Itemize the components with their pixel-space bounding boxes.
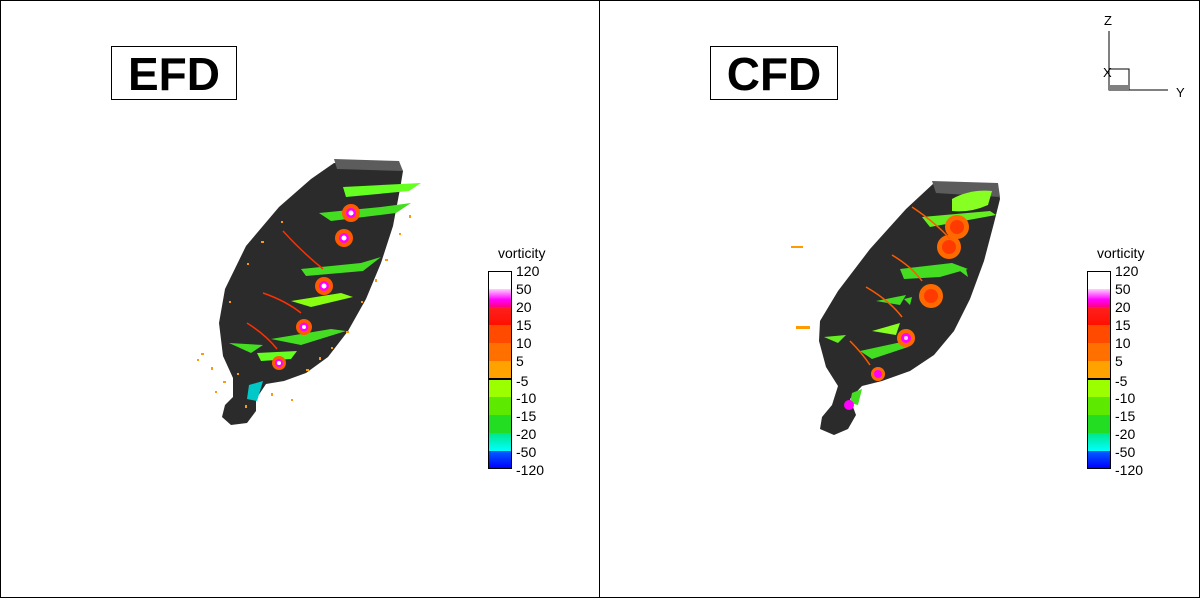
tick-label: -5 xyxy=(516,373,529,389)
swatch-negative-5 xyxy=(488,451,512,469)
efd-vortex-cores xyxy=(272,204,360,370)
efd-speckles xyxy=(197,215,411,408)
cfd-detached-marks xyxy=(791,246,810,329)
swatch-positive-2 xyxy=(488,289,512,307)
swatch-positive-2 xyxy=(1087,289,1111,307)
tick-label: -20 xyxy=(516,426,537,442)
tick-label: -5 xyxy=(1115,373,1128,389)
tick-label: 20 xyxy=(516,299,532,315)
swatch-negative-1 xyxy=(1087,379,1111,397)
swatch-positive-6 xyxy=(488,361,512,379)
swatch-positive-5 xyxy=(488,343,512,361)
swatch-positive-6 xyxy=(1087,361,1111,379)
tick-label: -120 xyxy=(1115,462,1144,478)
efd-scene xyxy=(197,159,421,425)
tick-label: -50 xyxy=(516,444,537,460)
swatch-positive-3 xyxy=(488,307,512,325)
legend-title: vorticity xyxy=(1097,245,1145,261)
tick-label: -120 xyxy=(516,462,545,478)
tick-label: 10 xyxy=(516,335,532,351)
swatch-negative-1 xyxy=(488,379,512,397)
swatch-positive-1 xyxy=(488,271,512,289)
axis-y-label: Y xyxy=(1176,85,1185,100)
tick-label: 5 xyxy=(516,353,524,369)
swatch-positive-4 xyxy=(488,325,512,343)
tick-label: -10 xyxy=(1115,390,1136,406)
efd-deck xyxy=(334,159,403,171)
tick-label: -10 xyxy=(516,390,537,406)
axis-x-label: X xyxy=(1103,65,1112,80)
swatch-positive-4 xyxy=(1087,325,1111,343)
swatch-negative-3 xyxy=(488,415,512,433)
tick-label: -20 xyxy=(1115,426,1136,442)
swatch-negative-4 xyxy=(488,433,512,451)
tick-label: 5 xyxy=(1115,353,1123,369)
swatch-negative-4 xyxy=(1087,433,1111,451)
tick-label: -15 xyxy=(1115,408,1136,424)
cfd-scene: Z Y X xyxy=(791,13,1185,435)
tick-label: 50 xyxy=(1115,281,1131,297)
efd-negative-vorticity xyxy=(229,183,421,401)
cfd-positive-streaks xyxy=(849,206,951,366)
swatch-positive-5 xyxy=(1087,343,1111,361)
axes-triad: Z Y X xyxy=(1103,13,1185,100)
efd-vorticity-legend: vorticity 120 50 20 15 10 5 -5 -10 -15 -… xyxy=(486,245,566,485)
efd-positive-streaks xyxy=(246,230,324,350)
tick-label: 120 xyxy=(1115,263,1139,279)
swatch-negative-3 xyxy=(1087,415,1111,433)
tick-label: 10 xyxy=(1115,335,1131,351)
swatch-positive-1 xyxy=(1087,271,1111,289)
tick-label: 50 xyxy=(516,281,532,297)
cfd-vorticity-legend: vorticity 120 50 20 15 10 5 -5 -10 -15 -… xyxy=(1085,245,1165,485)
swatch-negative-2 xyxy=(488,397,512,415)
cfd-panel: Z Y X CFD vorticity 120 50 20 15 10 5 xyxy=(599,0,1200,598)
cfd-title: CFD xyxy=(710,46,838,100)
swatch-positive-3 xyxy=(1087,307,1111,325)
legend-title: vorticity xyxy=(498,245,546,261)
tick-label: 20 xyxy=(1115,299,1131,315)
efd-title: EFD xyxy=(111,46,237,100)
cfd-vortex-cores xyxy=(844,215,969,410)
tick-label: -15 xyxy=(516,408,537,424)
tick-label: -50 xyxy=(1115,444,1136,460)
axis-z-label: Z xyxy=(1104,13,1112,28)
cfd-hull xyxy=(819,183,1000,435)
tick-label: 120 xyxy=(516,263,540,279)
tick-label: 15 xyxy=(516,317,532,333)
tick-label: 15 xyxy=(1115,317,1131,333)
efd-hull xyxy=(219,163,403,425)
swatch-negative-2 xyxy=(1087,397,1111,415)
efd-panel: EFD vorticity 120 50 20 15 10 5 -5 -10 -… xyxy=(0,0,600,598)
swatch-negative-5 xyxy=(1087,451,1111,469)
